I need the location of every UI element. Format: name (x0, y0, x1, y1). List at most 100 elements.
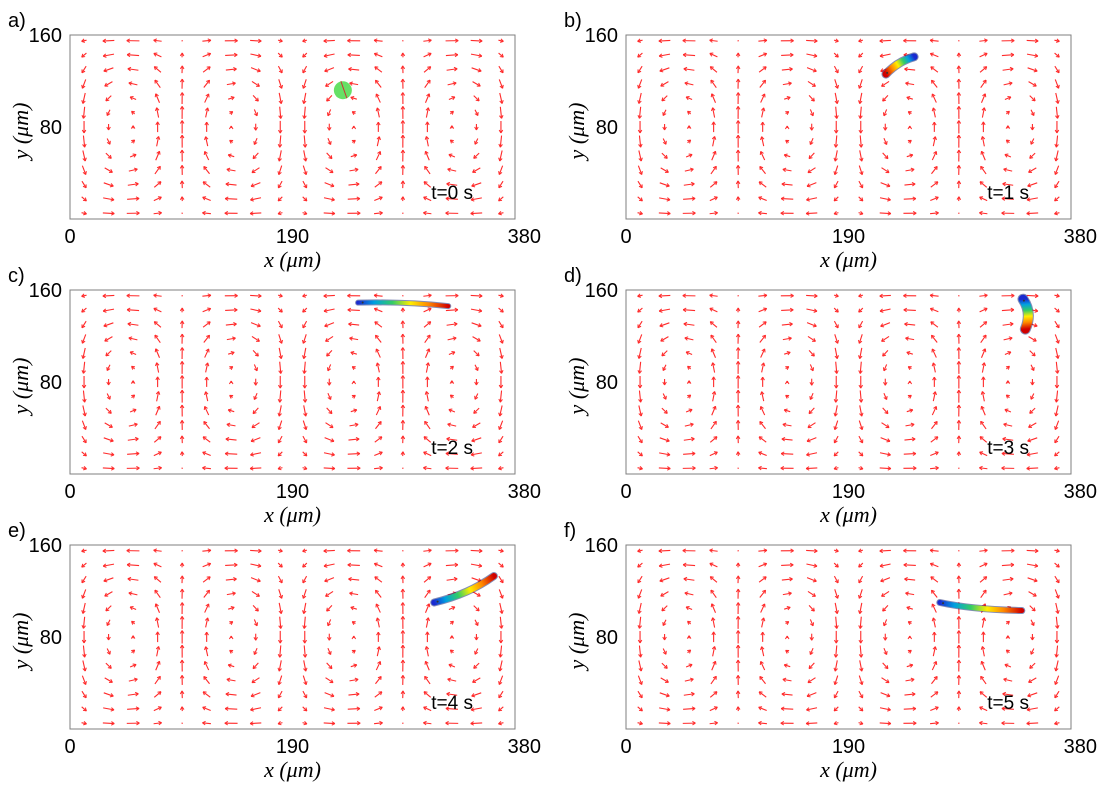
velocity-arrow (735, 180, 741, 189)
velocity-arrow (204, 121, 209, 132)
velocity-arrow (784, 605, 791, 611)
velocity-arrow (956, 616, 962, 629)
velocity-arrow (1005, 620, 1010, 625)
velocity-arrow (685, 351, 693, 356)
velocity-arrow (685, 408, 693, 413)
velocity-arrow (374, 451, 383, 457)
velocity-arrow (153, 548, 162, 553)
velocity-arrow (153, 307, 162, 313)
velocity-arrow (684, 677, 694, 682)
velocity-arrow (277, 465, 283, 471)
velocity-arrow (131, 139, 136, 144)
velocity-arrow (348, 67, 360, 72)
velocity-arrow (448, 351, 456, 356)
velocity-arrow (106, 619, 111, 626)
velocity-arrow (400, 361, 406, 374)
velocity-arrow (662, 619, 667, 626)
velocity-arrow (931, 421, 938, 430)
velocity-arrow (302, 645, 308, 658)
velocity-arrow (347, 196, 361, 201)
velocity-arrow (400, 404, 406, 417)
velocity-arrow (932, 391, 937, 402)
velocity-arrow (980, 660, 986, 671)
velocity-arrow (103, 707, 115, 712)
velocity-arrow (400, 435, 406, 444)
velocity-arrow (277, 451, 283, 457)
velocity-arrow (735, 92, 741, 104)
velocity-arrow (153, 576, 162, 583)
velocity-arrow (709, 562, 718, 568)
velocity-arrow (905, 336, 915, 341)
velocity-arrow (833, 38, 839, 43)
velocity-arrow (302, 165, 308, 176)
velocity-arrow (204, 107, 210, 118)
velocity-arrow (423, 465, 432, 471)
velocity-arrow (498, 631, 504, 644)
velocity-arrow (637, 65, 643, 74)
velocity-arrow (735, 404, 741, 417)
velocity-arrow (127, 66, 139, 72)
velocity-arrow (302, 465, 308, 471)
velocity-arrow (373, 307, 383, 313)
velocity-arrow (400, 389, 406, 403)
velocity-arrow (349, 422, 359, 428)
velocity-arrow (474, 648, 479, 655)
velocity-arrow (711, 391, 717, 402)
velocity-arrow (1004, 408, 1012, 413)
velocity-arrow (249, 211, 262, 216)
velocity-arrow (1054, 562, 1060, 568)
velocity-arrow (1002, 181, 1014, 187)
velocity-arrow (956, 120, 962, 134)
velocity-arrow (858, 106, 863, 119)
velocity-arrow (930, 79, 938, 88)
velocity-arrow (807, 590, 816, 597)
velocity-arrow (709, 66, 718, 73)
velocity-arrow (833, 675, 839, 686)
velocity-arrow (400, 92, 406, 104)
velocity-arrow (980, 405, 986, 416)
velocity-arrow (374, 706, 383, 712)
velocity-arrow (833, 405, 838, 417)
velocity-arrow (784, 635, 790, 640)
particle-marker (333, 81, 352, 100)
velocity-arrow (473, 407, 480, 414)
velocity-arrow (154, 165, 161, 175)
velocity-arrow (683, 181, 695, 187)
particle-tail (436, 600, 439, 603)
velocity-arrow (277, 390, 283, 403)
velocity-arrow (277, 645, 283, 658)
velocity-arrow (498, 150, 503, 162)
velocity-arrow (956, 404, 962, 417)
velocity-arrow (1054, 466, 1060, 471)
velocity-arrow (687, 365, 692, 370)
velocity-arrow (423, 691, 432, 698)
velocity-arrow (375, 676, 382, 685)
velocity-arrow (470, 452, 482, 457)
velocity-arrow (400, 616, 406, 629)
velocity-arrow (127, 436, 139, 442)
velocity-arrow (906, 408, 914, 413)
velocity-arrow (879, 563, 891, 568)
panel-label: f) (564, 520, 576, 542)
velocity-arrow (979, 691, 988, 698)
velocity-arrow (202, 196, 211, 202)
velocity-arrow (932, 121, 937, 132)
y-axis-label: y (μm) (564, 358, 589, 417)
velocity-arrow (250, 437, 261, 443)
velocity-arrow (956, 389, 962, 403)
velocity-arrow (82, 405, 87, 417)
velocity-arrow (662, 138, 667, 145)
velocity-arrow (179, 65, 185, 74)
velocity-arrow (277, 320, 283, 329)
velocity-arrow (637, 616, 642, 629)
velocity-arrow (834, 106, 839, 119)
velocity-arrow (424, 675, 431, 685)
velocity-arrow (661, 605, 668, 612)
velocity-arrow (376, 376, 381, 387)
velocity-arrow (981, 376, 986, 388)
velocity-arrow (179, 180, 185, 189)
velocity-arrow (780, 196, 794, 201)
velocity-arrow (806, 53, 818, 58)
velocity-arrow (127, 196, 140, 201)
x-tick-label: 380 (1064, 736, 1097, 758)
